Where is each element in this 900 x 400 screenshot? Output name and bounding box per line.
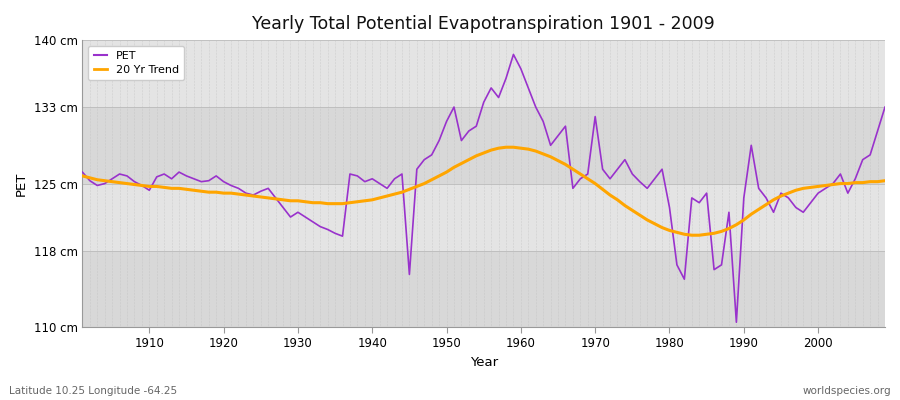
Text: worldspecies.org: worldspecies.org (803, 386, 891, 396)
Bar (83, 184, 885, 250)
Legend: PET, 20 Yr Trend: PET, 20 Yr Trend (88, 46, 184, 80)
Y-axis label: PET: PET (15, 171, 28, 196)
Bar (83, 107, 885, 184)
Bar (83, 40, 885, 107)
Title: Yearly Total Potential Evapotranspiration 1901 - 2009: Yearly Total Potential Evapotranspiratio… (252, 15, 716, 33)
Text: Latitude 10.25 Longitude -64.25: Latitude 10.25 Longitude -64.25 (9, 386, 177, 396)
X-axis label: Year: Year (470, 356, 498, 369)
Bar (83, 250, 885, 327)
